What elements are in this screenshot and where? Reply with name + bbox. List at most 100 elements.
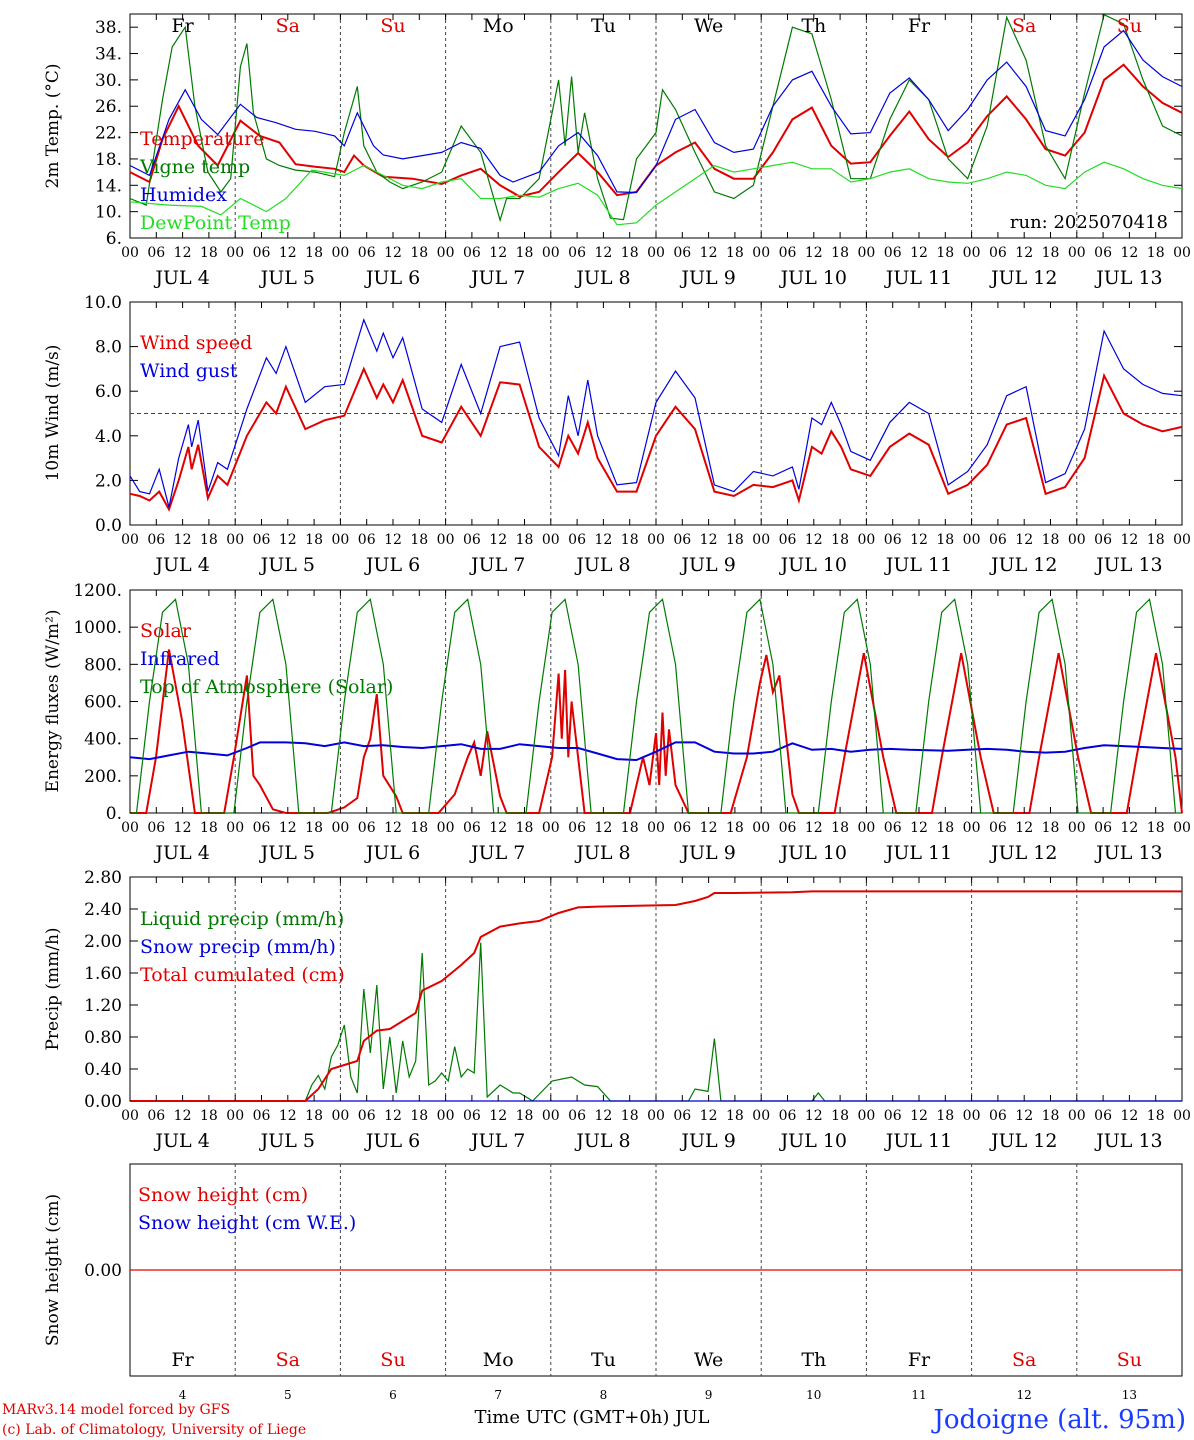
y-tick-label: 2.40 [84,900,122,920]
hour-tick-label: 06 [1094,245,1112,261]
date-label: JUL 8 [574,842,630,864]
hour-tick-label: 06 [989,820,1007,836]
hour-tick-label: 00 [437,532,455,548]
hour-tick-label: 00 [331,1108,349,1124]
hour-tick-label: 18 [1147,245,1165,261]
hour-tick-label: 06 [989,1108,1007,1124]
date-label: JUL 8 [574,554,630,576]
series-line-wind-gust [129,318,1183,508]
date-label: JUL 12 [989,554,1057,576]
weekday-label: Th [801,15,826,37]
hour-tick-label: 12 [174,820,192,836]
hour-tick-label: 06 [673,1108,691,1124]
hour-tick-label: 12 [700,532,718,548]
y-tick-label: 26. [95,97,122,117]
location-label: Jodoigne (alt. 95m) [930,1405,1186,1435]
weekday-label: Sa [276,1349,300,1371]
x-axis-title: Time UTC (GMT+0h) JUL [475,1407,710,1428]
date-label: JUL 7 [469,842,525,864]
legend-entry: Top of Atmosphere (Solar) [140,676,393,698]
y-tick-label: 200. [84,767,122,787]
hour-tick-label: 12 [279,245,297,261]
hour-tick-label: 06 [147,245,165,261]
hour-tick-label: 00 [121,245,139,261]
date-label: JUL 4 [153,267,209,289]
date-label: JUL 13 [1094,842,1162,864]
legend-entry: Wind gust [140,360,238,382]
y-tick-label: 38. [95,18,122,38]
hour-tick-label: 18 [200,245,218,261]
hour-tick-label: 18 [621,245,639,261]
day-number: 12 [1017,1388,1032,1402]
hour-tick-label: 18 [831,1108,849,1124]
date-label: JUL 4 [153,1130,209,1152]
y-axis-label: Energy fluxes (W/m²) [43,610,63,793]
hour-tick-label: 12 [805,820,823,836]
legend-entry: Infrared [140,648,220,670]
hour-tick-label: 12 [805,1108,823,1124]
plot-frame [129,589,1183,814]
weekday-label: We [694,15,723,37]
hour-tick-label: 06 [779,245,797,261]
hour-tick-label: 18 [936,532,954,548]
date-label: JUL 5 [259,267,315,289]
hour-tick-label: 18 [1042,820,1060,836]
hour-tick-label: 18 [1147,1108,1165,1124]
date-label: JUL 9 [679,554,735,576]
hour-tick-label: 06 [147,532,165,548]
day-number: 11 [911,1388,926,1402]
hour-tick-label: 18 [200,532,218,548]
hour-tick-label: 12 [489,532,507,548]
hour-tick-label: 18 [936,820,954,836]
hour-tick-label: 00 [752,820,770,836]
weekday-label: Sa [1012,1349,1036,1371]
hour-tick-label: 06 [989,532,1007,548]
hour-tick-label: 00 [647,245,665,261]
date-label: JUL 6 [364,554,420,576]
hour-tick-label: 00 [1068,820,1086,836]
hour-tick-label: 18 [516,820,534,836]
hour-tick-label: 06 [884,1108,902,1124]
date-label: JUL 8 [574,1130,630,1152]
day-number: 7 [494,1388,502,1402]
hour-tick-label: 00 [542,532,560,548]
hour-tick-label: 18 [726,245,744,261]
weekday-label: We [694,1349,723,1371]
date-label: JUL 7 [469,554,525,576]
weekday-label: Fr [171,1349,194,1371]
legend-entry: Total cumulated (cm) [140,964,345,986]
y-tick-label: 1.60 [84,964,122,984]
date-label: JUL 6 [364,1130,420,1152]
hour-tick-label: 00 [752,1108,770,1124]
hour-tick-label: 06 [884,532,902,548]
hour-tick-label: 00 [437,820,455,836]
hour-tick-label: 00 [226,1108,244,1124]
panel-energy: 0. 200. 400. 600. 800. 1000. 1200. Energy fluxe… [43,581,1191,864]
date-label: JUL 4 [153,554,209,576]
hour-tick-label: 12 [384,245,402,261]
legend-entry: Humidex [140,184,227,206]
hour-tick-label: 00 [857,1108,875,1124]
date-label: JUL 10 [779,554,847,576]
hour-tick-label: 18 [516,1108,534,1124]
hour-tick-label: 12 [910,532,928,548]
hour-tick-label: 18 [1147,532,1165,548]
hour-tick-label: 00 [647,532,665,548]
legend-entry: Temperature [140,128,264,150]
date-label: JUL 4 [153,842,209,864]
hour-tick-label: 06 [358,1108,376,1124]
y-tick-label: 0.00 [84,1261,122,1281]
date-label: JUL 13 [1094,1130,1162,1152]
hour-tick-label: 06 [358,532,376,548]
hour-tick-label: 00 [542,820,560,836]
legend-entry: Snow height (cm) [138,1184,308,1206]
hour-tick-label: 12 [910,1108,928,1124]
hour-tick-label: 06 [779,1108,797,1124]
hour-tick-label: 12 [594,820,612,836]
hour-tick-label: 18 [305,1108,323,1124]
y-tick-label: 34. [95,45,122,65]
hour-tick-label: 06 [568,245,586,261]
hour-tick-label: 12 [384,532,402,548]
date-label: JUL 12 [989,267,1057,289]
hour-tick-label: 18 [831,532,849,548]
